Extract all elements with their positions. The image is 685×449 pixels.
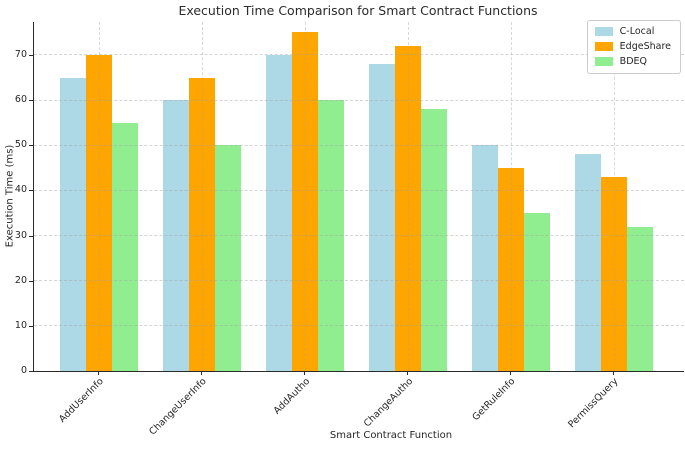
v-gridline bbox=[98, 22, 100, 371]
x-tick-mark bbox=[510, 371, 511, 375]
legend-swatch bbox=[594, 27, 613, 36]
y-tick-mark bbox=[29, 371, 33, 372]
bar-c-local-changeuserinfo bbox=[163, 100, 190, 371]
x-tick-mark bbox=[201, 371, 202, 375]
x-tick-mark bbox=[407, 371, 408, 375]
v-gridline bbox=[613, 22, 615, 371]
y-tick-mark bbox=[29, 280, 33, 282]
y-tick-mark bbox=[29, 54, 33, 56]
bar-bdeq-changeautho bbox=[420, 109, 447, 371]
legend: C-Local EdgeShare BDEQ bbox=[586, 20, 681, 74]
y-tick-mark bbox=[29, 190, 33, 192]
bar-c-local-adduserinfo bbox=[60, 77, 87, 371]
chart-title: Execution Time Comparison for Smart Cont… bbox=[178, 3, 538, 18]
x-tick-mark bbox=[98, 371, 99, 375]
h-gridline bbox=[34, 280, 684, 282]
bar-c-local-permissquery bbox=[575, 154, 602, 371]
x-axis-label: Smart Contract Function bbox=[329, 430, 453, 441]
legend-item: EdgeShare bbox=[594, 41, 671, 52]
y-tick-mark bbox=[29, 235, 33, 237]
y-tick-label: 60 bbox=[14, 94, 27, 106]
bar-edgeshare-addautho bbox=[292, 32, 318, 371]
x-tick-label: AddAutho bbox=[271, 376, 312, 417]
v-gridline bbox=[510, 22, 512, 371]
y-tick-label: 70 bbox=[14, 48, 27, 60]
x-tick-label: ChangeUserInfo bbox=[147, 376, 209, 438]
h-gridline bbox=[34, 235, 684, 237]
bar-edgeshare-changeuserinfo bbox=[189, 77, 215, 371]
v-gridline bbox=[304, 22, 306, 371]
legend-label: EdgeShare bbox=[619, 41, 671, 52]
h-gridline bbox=[34, 54, 684, 56]
bar-bdeq-changeuserinfo bbox=[214, 145, 241, 371]
h-gridline bbox=[34, 144, 684, 146]
x-tick-label: AddUserInfo bbox=[56, 376, 106, 425]
legend-swatch bbox=[594, 42, 613, 51]
v-gridline bbox=[407, 22, 409, 371]
bar-edgeshare-permissquery bbox=[601, 176, 627, 371]
bar-bdeq-adduserinfo bbox=[111, 122, 138, 371]
y-tick-label: 40 bbox=[14, 184, 27, 196]
plot-area bbox=[33, 22, 684, 372]
y-tick-label: 50 bbox=[14, 139, 27, 151]
h-gridline bbox=[34, 99, 684, 101]
y-tick-label: 30 bbox=[14, 229, 27, 241]
y-tick-mark bbox=[29, 145, 33, 147]
legend-item: C-Local bbox=[594, 26, 671, 37]
y-tick-mark bbox=[29, 325, 33, 327]
y-tick-label: 0 bbox=[20, 365, 27, 376]
bar-c-local-getruleinfo bbox=[472, 145, 499, 371]
bar-c-local-addautho bbox=[266, 54, 293, 371]
x-tick-label: PermissQuery bbox=[566, 376, 621, 431]
y-tick-mark bbox=[29, 100, 33, 102]
bar-edgeshare-changeautho bbox=[395, 45, 421, 371]
legend-swatch bbox=[594, 57, 613, 66]
y-tick-label: 10 bbox=[14, 319, 27, 331]
bar-bdeq-addautho bbox=[317, 100, 344, 371]
bar-bdeq-permissquery bbox=[626, 226, 653, 371]
h-gridline bbox=[34, 325, 684, 327]
legend-label: C-Local bbox=[619, 26, 655, 37]
v-gridline bbox=[201, 22, 203, 371]
bar-edgeshare-getruleinfo bbox=[498, 167, 524, 371]
legend-label: BDEQ bbox=[619, 56, 647, 67]
bar-bdeq-getruleinfo bbox=[523, 212, 550, 371]
x-tick-label: ChangeAutho bbox=[361, 376, 415, 430]
x-tick-mark bbox=[304, 371, 305, 375]
x-tick-mark bbox=[613, 371, 614, 375]
y-tick-label: 20 bbox=[14, 274, 27, 286]
x-tick-label: GetRuleInfo bbox=[470, 376, 518, 424]
legend-item: BDEQ bbox=[594, 56, 671, 67]
h-gridline bbox=[34, 189, 684, 191]
bar-c-local-changeautho bbox=[369, 64, 396, 371]
bar-edgeshare-adduserinfo bbox=[86, 54, 112, 371]
